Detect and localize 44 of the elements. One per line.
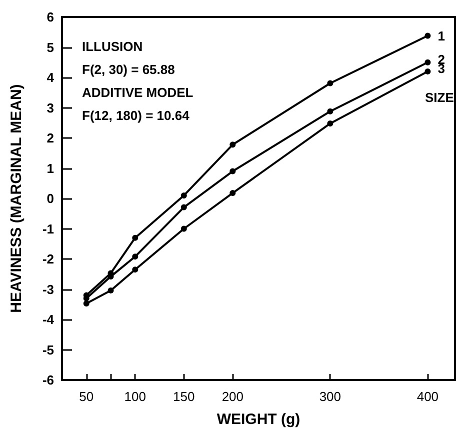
point: [230, 190, 236, 196]
point: [132, 266, 138, 273]
y-tick-label: 3: [46, 100, 54, 116]
y-tick-label: 0: [46, 191, 54, 206]
x-tick-label: 400: [416, 389, 439, 404]
point: [327, 120, 334, 126]
y-tick-label: -4: [42, 312, 55, 327]
x-tick-label: 100: [124, 389, 146, 404]
annotation: ILLUSION: [82, 39, 143, 54]
point: [180, 226, 187, 232]
point: [83, 300, 90, 306]
x-axis-title: WEIGHT (g): [216, 411, 300, 428]
y-tick-label: -5: [42, 342, 54, 358]
point: [230, 142, 236, 148]
point: [180, 192, 187, 198]
annotation: SIZE: [425, 90, 454, 105]
y-tick-label: 1: [46, 160, 54, 176]
point: [180, 204, 187, 210]
point: [327, 108, 334, 114]
x-tick-label: 300: [319, 389, 342, 404]
y-axis-title: HEAVINESS (MARGINAL MEAN): [8, 84, 25, 313]
point: [132, 254, 138, 260]
annotation: F(2, 30) = 65.88: [82, 62, 175, 77]
x-tick-label: 150: [173, 389, 195, 404]
x-tick-label: 50: [79, 389, 94, 404]
series-label: 1: [438, 28, 445, 44]
point: [424, 32, 431, 39]
y-tick-label: 5: [46, 40, 54, 55]
y-tick-label: -1: [42, 221, 54, 236]
point: [230, 168, 236, 174]
y-tick-label: 4: [46, 70, 55, 85]
annotation: ADDITIVE MODEL: [82, 85, 194, 100]
y-tick-label: -3: [42, 282, 54, 297]
point: [327, 80, 334, 86]
y-tick-label: 6: [46, 10, 54, 24]
point: [424, 68, 431, 74]
point: [108, 287, 114, 294]
annotation: F(12, 180) = 10.64: [82, 108, 190, 123]
point: [424, 59, 431, 66]
y-tick-label: -6: [42, 372, 54, 388]
y-tick-label: -2: [42, 252, 54, 266]
y-tick-label: 2: [46, 130, 54, 146]
x-tick-label: 200: [222, 389, 244, 404]
point: [132, 234, 138, 241]
